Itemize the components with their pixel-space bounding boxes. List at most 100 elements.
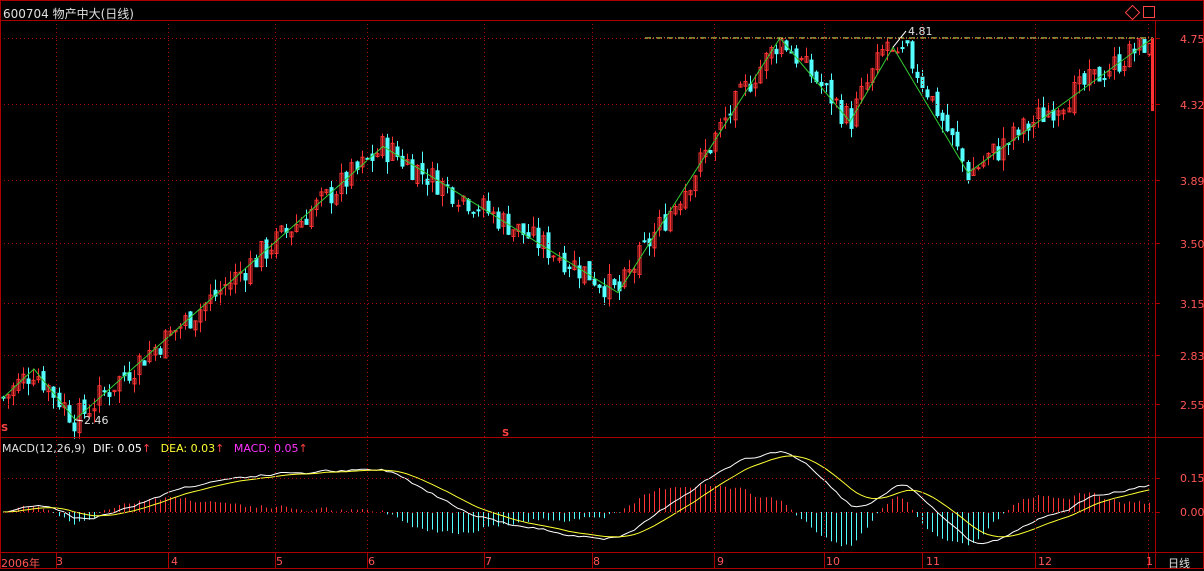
candle-body (758, 66, 763, 84)
candle-body (491, 211, 496, 215)
price-axis-label: 2.55 (1180, 399, 1204, 412)
candle-body (1067, 107, 1072, 113)
candle-body (551, 255, 556, 258)
x-axis-label: 1 (1146, 555, 1153, 568)
candle-body (587, 261, 592, 281)
price-high-label: 4.81 (908, 25, 933, 38)
candle-body (466, 199, 471, 212)
candle-body (642, 240, 647, 243)
candle-body (1021, 118, 1026, 135)
candle-body (915, 71, 920, 79)
candle-body (632, 268, 637, 273)
candle-body (153, 346, 158, 356)
candle-body (339, 172, 344, 195)
window-icon[interactable] (1143, 6, 1155, 18)
candle-body (324, 189, 329, 194)
macd-panel[interactable] (2, 450, 1150, 547)
candle-body (188, 311, 193, 329)
candle-body (400, 155, 405, 167)
candle-body (11, 385, 16, 397)
price-axis-label: 3.15 (1180, 298, 1204, 311)
candle-body (1056, 110, 1061, 116)
candle-body (567, 266, 572, 269)
candle-body (622, 269, 627, 288)
candle-body (198, 309, 203, 323)
arrow-up-icon: ↑ (298, 442, 308, 455)
x-axis-label: 7 (485, 555, 492, 568)
candle-body (991, 143, 996, 153)
candle-body (678, 203, 683, 211)
macd-legend: MACD(12,26,9) DIF: 0.05↑ DEA: 0.03↑ MACD… (2, 442, 308, 455)
candle-body (31, 379, 36, 385)
candle-body (612, 279, 617, 286)
candle-body (844, 106, 849, 124)
candle-body (158, 348, 163, 355)
candle-body (410, 159, 415, 181)
candle-body (334, 194, 339, 205)
candle-body (67, 405, 72, 423)
candle-body (663, 214, 668, 231)
dif-value: DIF: 0.05 (93, 442, 142, 455)
candle-body (456, 204, 461, 207)
price-axis-label: 4.32 (1180, 99, 1204, 112)
candle-body (289, 231, 294, 238)
candle-body (698, 152, 703, 172)
candle-body (435, 170, 440, 195)
x-axis-label: 9 (717, 555, 724, 568)
candle-body (1137, 38, 1142, 51)
dividend-mark: S (502, 428, 510, 439)
candle-body (304, 218, 309, 225)
dea-value: DEA: 0.03 (160, 442, 216, 455)
candle-body (718, 122, 723, 130)
high-pointer (892, 30, 907, 48)
candle-body (476, 209, 481, 212)
candle-body (77, 403, 82, 434)
price-panel[interactable] (1, 30, 1154, 439)
candle-body (208, 294, 213, 304)
low-pointer (74, 419, 84, 422)
candle-body (21, 373, 26, 384)
x-axis-label: 4 (171, 555, 178, 568)
candle-body (248, 258, 253, 284)
candle-body (516, 223, 521, 232)
candle-body (243, 272, 248, 281)
candle-body (132, 377, 137, 385)
candle-body (753, 82, 758, 89)
candle-body (97, 385, 102, 406)
candle-body (1046, 110, 1051, 118)
candle-body (228, 282, 233, 290)
candle-body (819, 81, 824, 87)
candle-body (1102, 78, 1107, 81)
candle-body (1072, 82, 1077, 114)
last-candle (1151, 38, 1154, 112)
candle-body (668, 210, 673, 232)
candle-body (708, 150, 713, 154)
candle-body (657, 216, 662, 231)
candle-body (683, 190, 688, 209)
candle-body (147, 350, 152, 363)
period-label[interactable]: 日线 (1168, 557, 1190, 570)
candle-body (87, 413, 92, 417)
candle-body (486, 200, 491, 214)
x-axis-label: 12 (1038, 555, 1052, 568)
zigzag-line (1, 37, 1154, 421)
candle-body (1112, 56, 1117, 70)
candle-body (319, 191, 324, 197)
macd-value: MACD: 0.05 (233, 442, 299, 455)
candle-body (450, 187, 455, 204)
candle-body (925, 89, 930, 98)
candle-body (875, 52, 880, 71)
candle-body (940, 112, 945, 121)
candle-body (380, 136, 385, 156)
candle-body (920, 76, 925, 89)
candle-body (395, 146, 400, 158)
candle-body (930, 95, 935, 101)
x-axis-label: 6 (368, 555, 375, 568)
candle-body (688, 190, 693, 196)
candle-body (117, 376, 122, 392)
candle-body (163, 330, 168, 359)
price-axis-label: 2.83 (1180, 350, 1204, 363)
candle-body (738, 83, 743, 88)
candle-body (127, 372, 132, 381)
